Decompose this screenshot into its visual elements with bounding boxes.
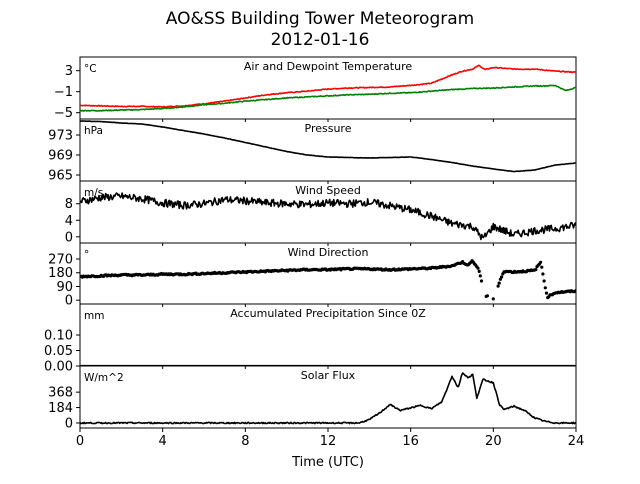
wind-direction-point bbox=[540, 265, 544, 269]
wind-direction-point bbox=[477, 269, 481, 273]
panel-5: 0.100.050.00 Accumulated Precipitation Si… bbox=[44, 303, 577, 375]
x-tick-label: 4 bbox=[159, 434, 167, 449]
panel-title: Air and Dewpoint Temperature bbox=[244, 60, 412, 73]
x-tick-label: 24 bbox=[568, 434, 585, 449]
x-tick-label: 20 bbox=[485, 434, 502, 449]
y-tick-label: 368 bbox=[48, 386, 73, 401]
series-line-2 bbox=[80, 84, 576, 112]
panel-title: Accumulated Precipitation Since 0Z bbox=[230, 307, 426, 320]
panel-2: 973 969 965 Pressure hPa bbox=[48, 118, 577, 184]
y-tick-label: 969 bbox=[48, 149, 73, 164]
wind-direction-point bbox=[479, 279, 484, 283]
panel-title: Solar Flux bbox=[301, 369, 356, 382]
wind-direction-point bbox=[485, 294, 489, 298]
y-tick-label: 0.00 bbox=[44, 360, 73, 375]
y-tick-label: 0 bbox=[65, 230, 73, 245]
y-tick-label: 8 bbox=[65, 197, 73, 212]
y-tick-label: 90 bbox=[56, 280, 73, 295]
wind-direction-point bbox=[574, 289, 576, 293]
panel-unit: W/m^2 bbox=[84, 372, 124, 384]
y-tick-label: 0 bbox=[65, 294, 73, 309]
wind-direction-point bbox=[476, 266, 480, 270]
figure-title: AO&SS Building Tower Meteorogram bbox=[166, 9, 474, 29]
series-line-1 bbox=[80, 120, 576, 173]
wind-direction-point bbox=[534, 268, 538, 272]
series-line-1 bbox=[80, 372, 576, 425]
panel-unit: m/s bbox=[84, 187, 103, 199]
panel-unit: °C bbox=[84, 63, 97, 75]
panel-unit: hPa bbox=[84, 125, 103, 137]
x-tick-label: 8 bbox=[241, 434, 249, 449]
x-tick-label: 16 bbox=[402, 434, 419, 449]
wind-direction-point bbox=[496, 284, 500, 288]
wind-direction-point bbox=[497, 281, 501, 285]
y-tick-label: −5 bbox=[54, 106, 73, 121]
x-tick-label: 12 bbox=[320, 434, 337, 449]
y-tick-label: 4 bbox=[65, 214, 73, 229]
wind-direction-point bbox=[539, 260, 543, 264]
wind-direction-point bbox=[542, 279, 546, 283]
y-tick-label: 180 bbox=[48, 266, 73, 281]
y-tick-label: 270 bbox=[48, 253, 73, 268]
wind-direction-point bbox=[478, 274, 482, 278]
wind-direction-point bbox=[543, 286, 547, 290]
panel-1: 3 −1 −5 Air and Dewpoint Temperature °C bbox=[54, 56, 577, 122]
panel-title: Pressure bbox=[305, 122, 352, 135]
panel-title: Wind Speed bbox=[295, 184, 361, 197]
y-tick-label: 965 bbox=[48, 169, 73, 184]
panel-3: 8 40 Wind Speed m/s bbox=[65, 180, 577, 246]
y-tick-label: 3 bbox=[65, 64, 73, 79]
series-line-1 bbox=[80, 64, 576, 108]
panel-unit: mm bbox=[84, 310, 104, 322]
y-tick-label: 0.05 bbox=[44, 344, 73, 359]
figure-subtitle: 2012-01-16 bbox=[271, 30, 370, 50]
y-tick-label: 184 bbox=[48, 401, 73, 416]
panel-plot bbox=[80, 372, 576, 425]
wind-direction-point bbox=[544, 291, 549, 295]
x-axis-label: Time (UTC) bbox=[291, 455, 364, 470]
y-tick-label: 0 bbox=[65, 416, 73, 431]
panel-unit: ° bbox=[84, 249, 89, 261]
panel-plot bbox=[80, 64, 576, 112]
y-tick-label: 973 bbox=[48, 129, 73, 144]
x-tick-label: 0 bbox=[76, 434, 84, 449]
y-tick-label: −1 bbox=[54, 85, 73, 100]
y-tick-label: 0.10 bbox=[44, 329, 73, 344]
panel-title: Wind Direction bbox=[288, 246, 369, 259]
panel-plot bbox=[80, 259, 576, 301]
wind-direction-point bbox=[500, 275, 504, 279]
wind-direction-point bbox=[491, 297, 495, 301]
panel-plot bbox=[80, 192, 576, 241]
wind-direction-point bbox=[541, 272, 545, 276]
panel-plot bbox=[80, 120, 576, 173]
series-line-1 bbox=[80, 192, 576, 241]
